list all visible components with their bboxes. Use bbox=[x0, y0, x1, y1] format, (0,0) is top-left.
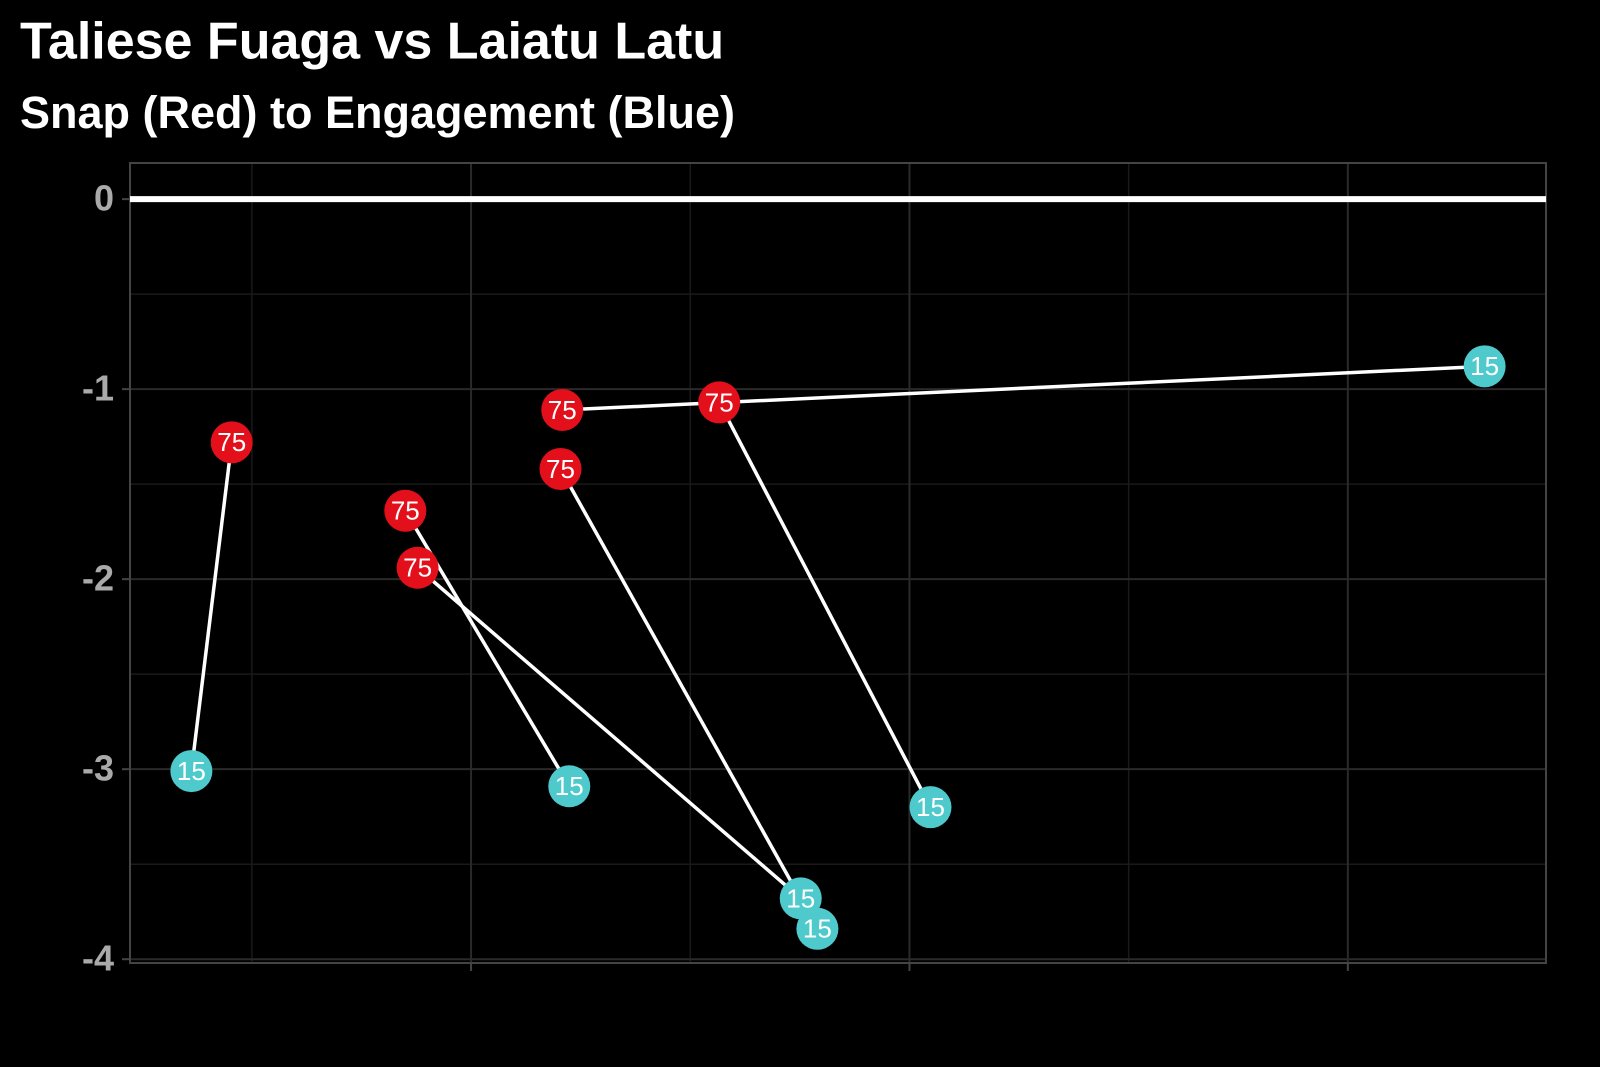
snap-point bbox=[396, 546, 439, 589]
point-label: 75 bbox=[391, 496, 420, 526]
engagement-point bbox=[796, 907, 839, 950]
point-label: 15 bbox=[803, 914, 832, 944]
point-label: 75 bbox=[403, 553, 432, 583]
snap-point bbox=[384, 489, 427, 532]
snap-point bbox=[698, 381, 741, 424]
connector bbox=[558, 468, 819, 930]
point-label: 15 bbox=[177, 756, 206, 786]
snap-point bbox=[539, 447, 582, 490]
chart-subtitle: Snap (Red) to Engagement (Blue) bbox=[20, 87, 735, 138]
point-label: 75 bbox=[705, 387, 734, 417]
y-tick-label: 0 bbox=[94, 178, 114, 219]
point-label: 75 bbox=[548, 395, 577, 425]
engagement-point bbox=[170, 750, 213, 793]
chart-title: Taliese Fuaga vs Laiatu Latu bbox=[20, 13, 724, 71]
point-label: 15 bbox=[786, 883, 815, 913]
point-label: 15 bbox=[1470, 351, 1499, 381]
point-label: 15 bbox=[916, 792, 945, 822]
y-tick-label: -4 bbox=[82, 938, 114, 979]
point-label: 75 bbox=[217, 427, 246, 457]
plot-border bbox=[129, 162, 1547, 964]
engagement-point bbox=[548, 765, 591, 808]
engagement-point bbox=[909, 786, 952, 829]
snap-point bbox=[541, 389, 584, 432]
y-tick-label: -1 bbox=[82, 368, 114, 409]
engagement-point bbox=[1463, 345, 1506, 388]
y-tick-label: -3 bbox=[82, 748, 114, 789]
y-tick-label: -2 bbox=[82, 558, 114, 599]
point-label: 15 bbox=[555, 771, 584, 801]
connector bbox=[717, 401, 933, 808]
connector bbox=[189, 442, 234, 772]
snap-point bbox=[210, 421, 253, 464]
point-label: 75 bbox=[546, 454, 575, 484]
connector bbox=[416, 566, 802, 900]
